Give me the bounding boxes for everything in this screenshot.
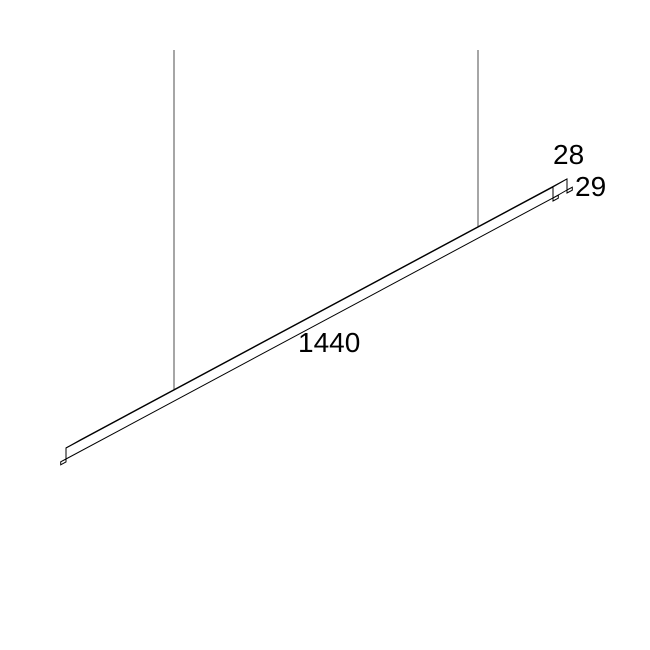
dimension-width: 28 (553, 139, 584, 170)
dimension-height: 29 (575, 171, 606, 202)
fixture-flange (567, 187, 572, 193)
fixture-end-cap (553, 179, 567, 198)
dimension-length: 1440 (298, 327, 360, 358)
technical-drawing: 1440 2829 (0, 0, 650, 650)
fixture-front-face (66, 187, 553, 459)
fixture-flange (61, 459, 66, 465)
